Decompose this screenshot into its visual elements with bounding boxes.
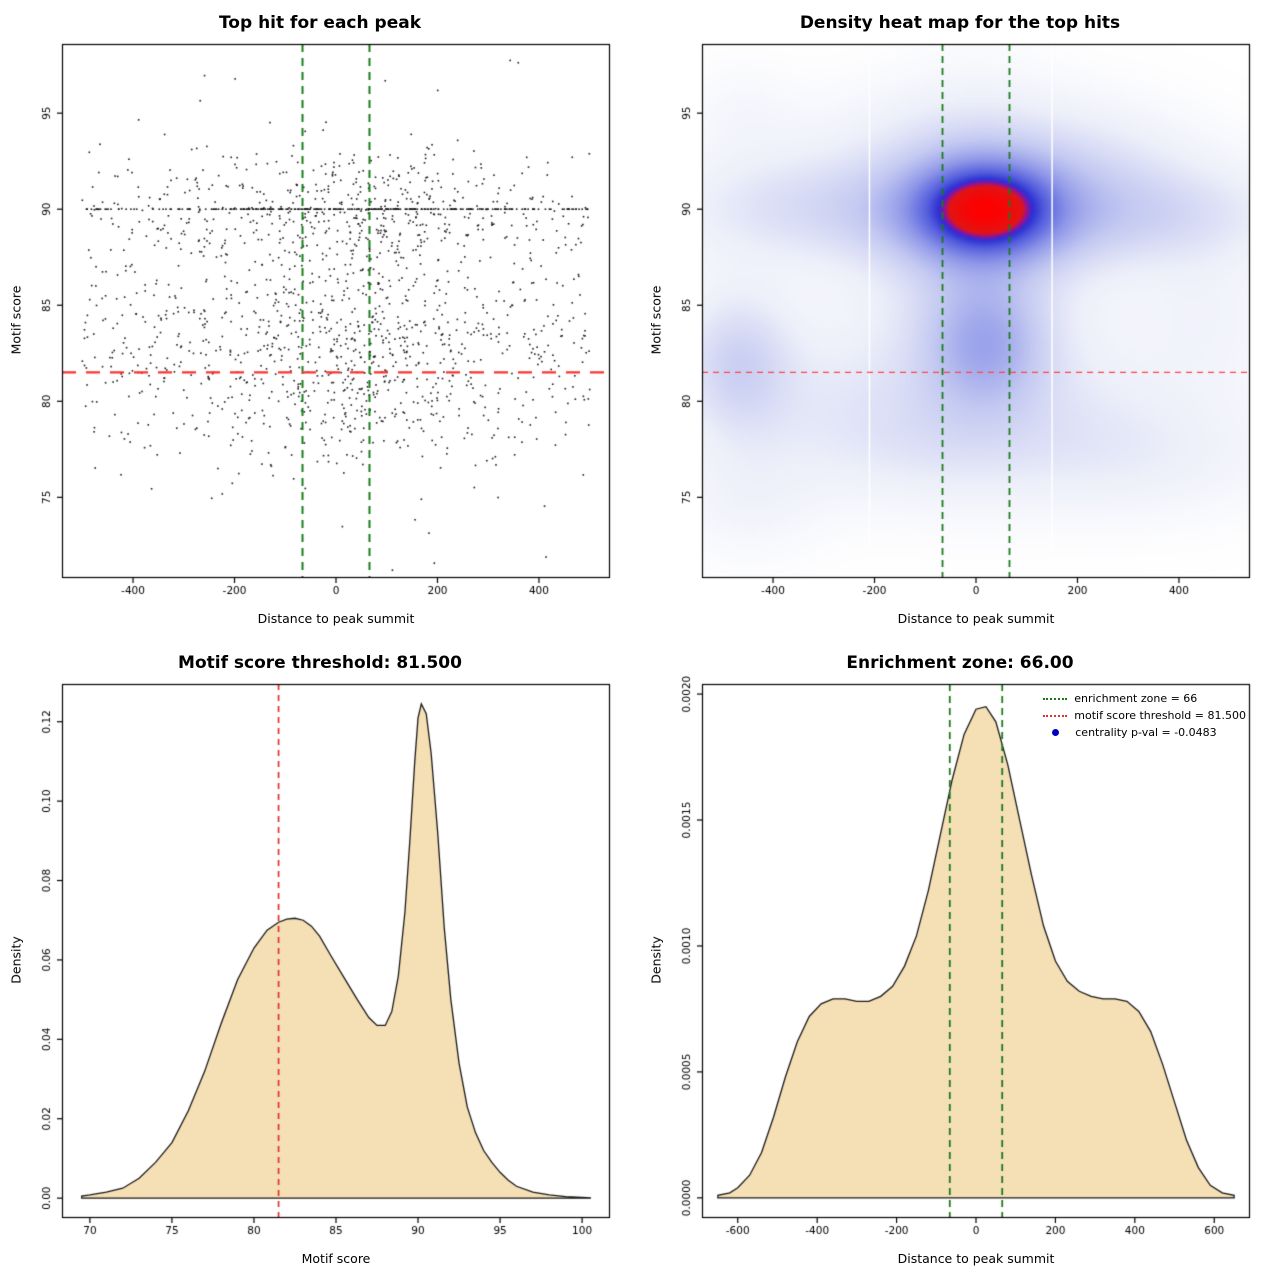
heatmap-ylabel: Motif score	[648, 285, 664, 355]
score-density-canvas	[0, 640, 640, 1280]
panel-motif-score-density: Motif score threshold: 81.500 Motif scor…	[0, 640, 640, 1280]
scatter-ylabel: Motif score	[8, 285, 24, 355]
heatmap-xlabel: Distance to peak summit	[897, 611, 1055, 626]
legend-label: enrichment zone = 66	[1074, 692, 1198, 705]
panel-top-hit-scatter: Top hit for each peak Distance to peak s…	[0, 0, 640, 640]
legend-label: centrality p-val = -0.0483	[1075, 726, 1217, 739]
score-density-xlabel: Motif score	[301, 1251, 371, 1266]
enrichment-ylabel: Density	[648, 936, 664, 984]
enrichment-xlabel: Distance to peak summit	[897, 1251, 1055, 1266]
red-dotted-line-icon	[1043, 714, 1068, 717]
blue-dot-icon	[1052, 729, 1060, 736]
score-density-ylabel: Density	[8, 936, 24, 984]
green-dotted-line-icon	[1043, 697, 1068, 700]
heatmap-canvas	[640, 0, 1280, 640]
scatter-xlabel: Distance to peak summit	[257, 611, 415, 626]
scatter-canvas	[0, 0, 640, 640]
legend-item-centrality-pval: centrality p-val = -0.0483	[1043, 724, 1246, 741]
enrichment-canvas	[640, 640, 1280, 1280]
legend-item-motif-threshold: motif score threshold = 81.500	[1043, 707, 1246, 724]
panel-enrichment-zone-density: Enrichment zone: 66.00 Distance to peak …	[640, 640, 1280, 1280]
panel-density-heatmap: Density heat map for the top hits Distan…	[640, 0, 1280, 640]
legend-item-enrichment-zone: enrichment zone = 66	[1043, 690, 1246, 707]
legend: enrichment zone = 66 motif score thresho…	[1043, 690, 1246, 741]
legend-label: motif score threshold = 81.500	[1074, 709, 1246, 722]
